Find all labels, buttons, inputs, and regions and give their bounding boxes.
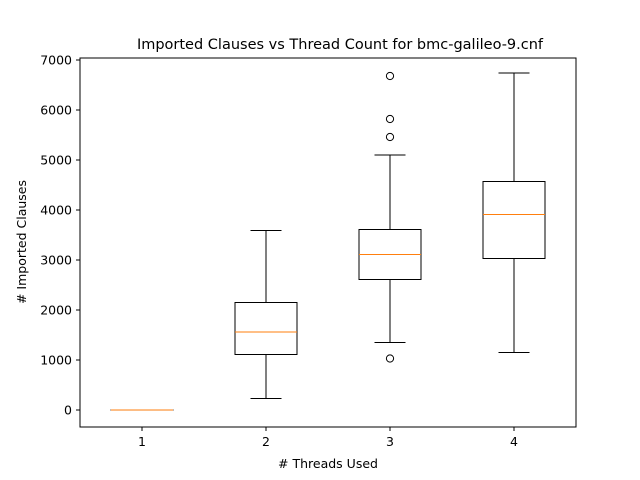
x-tick-label: 3 (386, 434, 394, 449)
x-axis-label: # Threads Used (278, 456, 378, 471)
box (482, 181, 546, 259)
box (234, 302, 298, 355)
outlier-point (385, 132, 395, 142)
y-tick-label: 4000 (40, 203, 72, 218)
chart-title: Imported Clauses vs Thread Count for bmc… (137, 37, 544, 53)
outlier-point (385, 71, 395, 81)
y-tick-label: 2000 (40, 303, 72, 318)
y-tick-label: 1000 (40, 353, 72, 368)
y-tick-label: 5000 (40, 153, 72, 168)
plot-area (79, 57, 577, 428)
x-tick-label: 2 (262, 434, 270, 449)
y-tick-label: 3000 (40, 253, 72, 268)
outlier-point (385, 354, 395, 363)
box-group-4 (482, 72, 546, 353)
x-tick-label: 4 (510, 434, 518, 449)
box-group-2 (234, 230, 298, 399)
boxes (110, 71, 546, 411)
x-tick-label: 1 (138, 434, 146, 449)
x-axis: 1 2 3 4 (138, 427, 518, 449)
y-axis-label: # Imported Clauses (14, 180, 29, 304)
outlier-point (385, 114, 395, 124)
y-tick-label: 7000 (40, 53, 72, 68)
y-tick-label: 6000 (40, 103, 72, 118)
y-tick-label: 0 (64, 403, 72, 418)
y-axis: 0 1000 2000 3000 4000 5000 6000 7000 (40, 53, 80, 418)
box-group-3 (358, 71, 422, 363)
